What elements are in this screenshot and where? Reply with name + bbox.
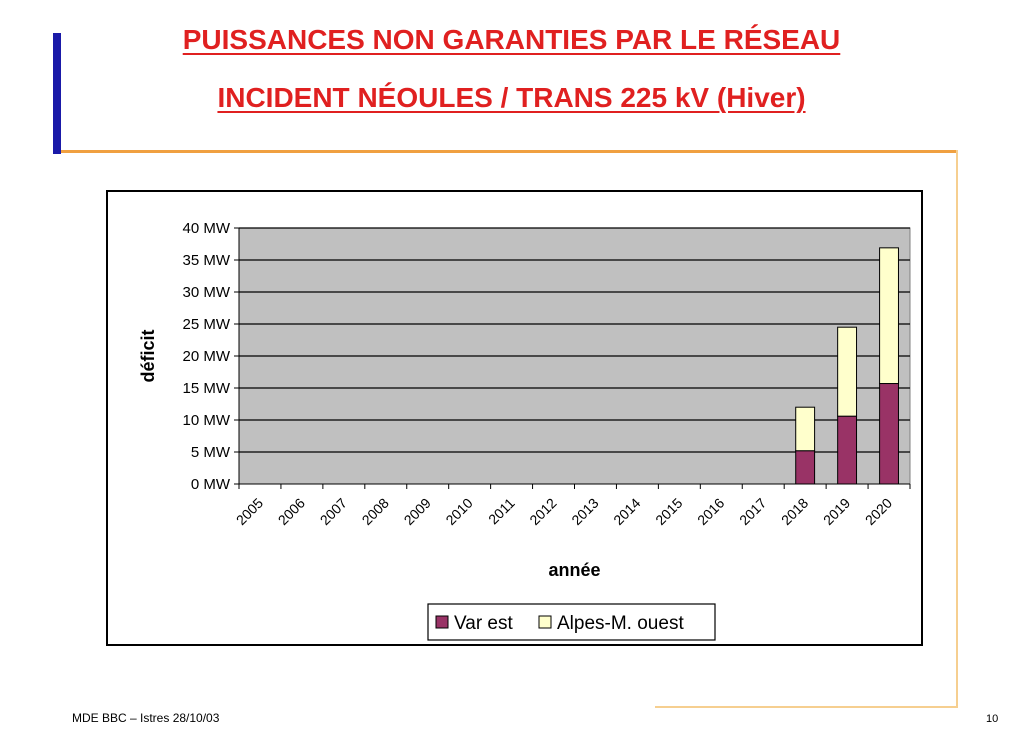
bar-var-est-2019 xyxy=(837,415,858,485)
x-tick-label: 2015 xyxy=(652,495,685,528)
x-tick-label: 2014 xyxy=(610,495,643,528)
legend-swatch-alpes-m-ouest xyxy=(538,615,552,629)
x-tick-label: 2009 xyxy=(400,495,433,528)
y-tick-label: 30 MW xyxy=(182,284,230,301)
right-divider xyxy=(956,150,958,708)
footer-credit: MDE BBC – Istres 28/10/03 xyxy=(72,711,220,725)
top-divider xyxy=(61,150,958,153)
y-tick-label: 5 MW xyxy=(191,444,231,461)
legend-label-alpes-m-ouest: Alpes-M. ouest xyxy=(557,613,684,634)
y-axis-title: déficit xyxy=(138,329,158,382)
x-tick-label: 2016 xyxy=(694,495,727,528)
bar-alpes-m-ouest-2019 xyxy=(837,326,858,417)
bar-alpes-m-ouest-2018 xyxy=(795,406,816,452)
x-tick-label: 2008 xyxy=(359,495,392,528)
y-tick-label: 35 MW xyxy=(182,252,230,269)
bar-alpes-m-ouest-2020 xyxy=(879,247,899,385)
accent-bar xyxy=(53,33,61,154)
x-axis-title: année xyxy=(548,560,600,580)
x-tick-label: 2020 xyxy=(862,495,895,528)
bar-var-est-2018 xyxy=(795,450,816,485)
legend-label-var-est: Var est xyxy=(454,613,514,634)
page-number: 10 xyxy=(986,713,999,725)
chart-frame: 0 MW 5 MW 10 MW 15 MW 20 MW 25 MW 30 MW 35 MW 40… xyxy=(106,190,923,646)
y-tick-label: 40 MW xyxy=(182,220,230,237)
y-tick-label: 15 MW xyxy=(182,380,230,397)
x-tick-label: 2013 xyxy=(568,495,601,528)
y-tick-label: 20 MW xyxy=(182,348,230,365)
x-tick-label: 2017 xyxy=(736,495,769,528)
x-tick-label: 2018 xyxy=(778,495,811,528)
x-tick-label: 2006 xyxy=(275,495,308,528)
y-tick-label: 10 MW xyxy=(182,412,230,429)
x-tick-label: 2007 xyxy=(317,495,350,528)
bar-var-est-2020 xyxy=(879,383,899,485)
x-tick-label: 2011 xyxy=(485,495,518,528)
x-tick-label: 2019 xyxy=(820,495,853,528)
x-tick-label: 2010 xyxy=(442,495,475,528)
y-tick-label: 25 MW xyxy=(182,316,230,333)
legend-swatch-var-est xyxy=(435,615,449,629)
stacked-bar-chart: 0 MW 5 MW 10 MW 15 MW 20 MW 25 MW 30 MW 35 MW 40… xyxy=(138,220,911,641)
y-tick-label: 0 MW xyxy=(191,476,231,493)
x-tick-label: 2005 xyxy=(233,495,266,528)
legend-box xyxy=(427,603,716,641)
slide-title-line-1: PUISSANCES NON GARANTIES PAR LE RÉSEAU xyxy=(182,24,841,55)
slide-title-line-2: INCIDENT NÉOULES / TRANS 225 kV (Hiver) xyxy=(217,82,806,113)
bottom-divider xyxy=(655,706,958,708)
x-tick-label: 2012 xyxy=(526,495,559,528)
